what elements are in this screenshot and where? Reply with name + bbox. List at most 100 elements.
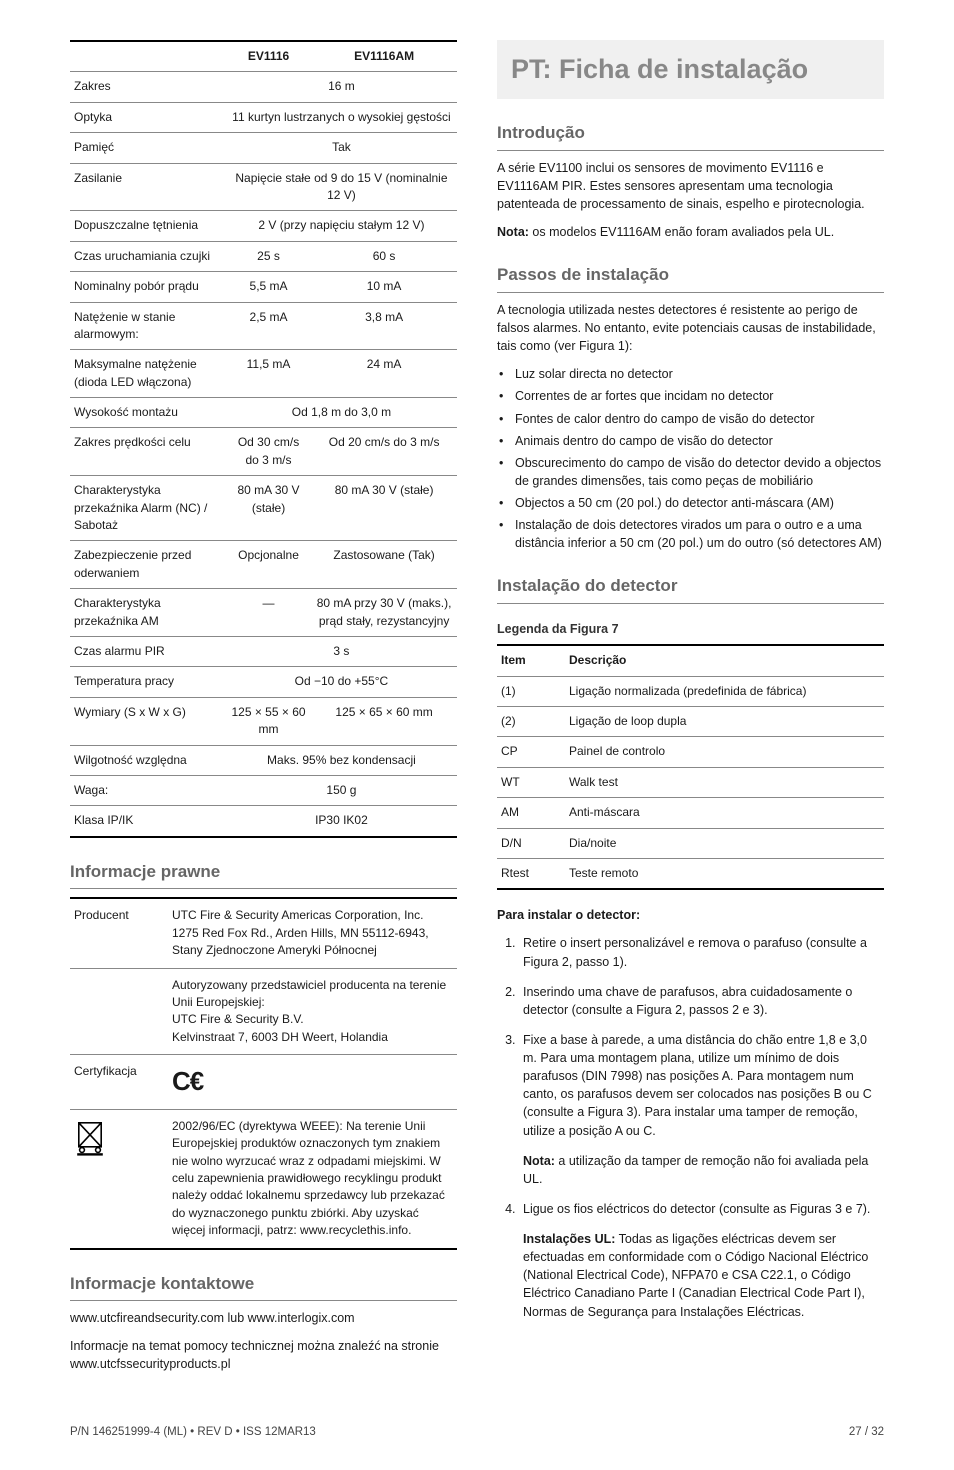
spec-label: Zakres — [70, 72, 226, 102]
intro-paragraph: A série EV1100 inclui os sensores de mov… — [497, 159, 884, 213]
spec-value: Od 1,8 m do 3,0 m — [226, 398, 457, 428]
specs-table: EV1116 EV1116AM Zakres16 mOptyka11 kurty… — [70, 40, 457, 838]
spec-value: 25 s — [226, 241, 311, 271]
spec-label: Zasilanie — [70, 163, 226, 211]
spec-value: 80 mA 30 V (stałe) — [226, 476, 311, 541]
spec-value: 80 mA 30 V (stałe) — [311, 476, 457, 541]
avoid-list-item: Objectos a 50 cm (20 pol.) do detector a… — [515, 494, 884, 512]
legend-desc: Ligação de loop dupla — [565, 706, 884, 736]
rep-body: Autoryzowany przedstawiciel producenta n… — [168, 968, 457, 1055]
legend-desc: Teste remoto — [565, 858, 884, 889]
spec-value: IP30 IK02 — [226, 806, 457, 837]
spec-value: 125 × 55 × 60 mm — [226, 697, 311, 745]
spec-value: Maks. 95% bez kondensacji — [226, 745, 457, 775]
spec-label: Zabezpieczenie przed oderwaniem — [70, 541, 226, 589]
spec-value: 125 × 65 × 60 mm — [311, 697, 457, 745]
install-heading: Instalação do detector — [497, 574, 884, 604]
legend-item: WT — [497, 767, 565, 797]
legend-desc: Anti-máscara — [565, 798, 884, 828]
spec-value: Zastosowane (Tak) — [311, 541, 457, 589]
legend-header-desc: Descrição — [565, 645, 884, 676]
producer-label: Producent — [70, 898, 168, 968]
install-step-3: Fixe a base à parede, a uma distância do… — [519, 1031, 884, 1188]
spec-value: Napięcie stałe od 9 do 15 V (nominalnie … — [226, 163, 457, 211]
spec-value: Od 20 cm/s do 3 m/s — [311, 428, 457, 476]
install-step-2: Inserindo uma chave de parafusos, abra c… — [519, 983, 884, 1019]
spec-value: Tak — [226, 133, 457, 163]
legend-item: AM — [497, 798, 565, 828]
specs-header-2: EV1116AM — [311, 41, 457, 72]
install-step-4: Ligue os fios eléctricos do detector (co… — [519, 1200, 884, 1321]
spec-label: Wymiary (S x W x G) — [70, 697, 226, 745]
legend-desc: Painel de controlo — [565, 737, 884, 767]
legend-desc: Ligação normalizada (predefinida de fábr… — [565, 676, 884, 706]
install-steps-list: Retire o insert personalizável e remova … — [497, 934, 884, 1320]
weee-body: 2002/96/EC (dyrektywa WEEE): Na terenie … — [168, 1109, 457, 1248]
page-footer: P/N 146251999-4 (ML) • REV D • ISS 12MAR… — [70, 1424, 884, 1441]
avoid-list-item: Fontes de calor dentro do campo de visão… — [515, 410, 884, 428]
spec-label: Charakterystyka przekaźnika AM — [70, 589, 226, 637]
spec-label: Nominalny pobór prądu — [70, 272, 226, 302]
intro-heading: Introdução — [497, 121, 884, 151]
spec-value: 11 kurtyn lustrzanych o wysokiej gęstośc… — [226, 102, 457, 132]
left-column: EV1116 EV1116AM Zakres16 mOptyka11 kurty… — [70, 40, 457, 1384]
legend-desc: Walk test — [565, 767, 884, 797]
spec-value: 150 g — [226, 775, 457, 805]
avoid-list-item: Luz solar directa no detector — [515, 365, 884, 383]
spec-value: 80 mA przy 30 V (maks.), prąd stały, rez… — [311, 589, 457, 637]
contact-line-2: Informacje na temat pomocy technicznej m… — [70, 1337, 457, 1373]
spec-value: 2 V (przy napięciu stałym 12 V) — [226, 211, 457, 241]
legend-header-item: Item — [497, 645, 565, 676]
legal-info-table: Producent UTC Fire & Security Americas C… — [70, 897, 457, 1249]
legend-title: Legenda da Figura 7 — [497, 620, 884, 638]
steps-paragraph: A tecnologia utilizada nestes detectores… — [497, 301, 884, 355]
legend-table: Item Descrição (1)Ligação normalizada (p… — [497, 644, 884, 890]
spec-label: Zakres prędkości celu — [70, 428, 226, 476]
spec-label: Natężenie w stanie alarmowym: — [70, 302, 226, 350]
install-steps-title: Para instalar o detector: — [497, 906, 884, 924]
avoid-list: Luz solar directa no detector Correntes d… — [497, 365, 884, 552]
ce-mark: C€ — [168, 1055, 457, 1110]
spec-label: Charakterystyka przekaźnika Alarm (NC) /… — [70, 476, 226, 541]
legal-info-heading: Informacje prawne — [70, 860, 457, 890]
footer-right: 27 / 32 — [849, 1424, 884, 1441]
spec-label: Maksymalne natężenie (dioda LED włączona… — [70, 350, 226, 398]
footer-left: P/N 146251999-4 (ML) • REV D • ISS 12MAR… — [70, 1424, 316, 1441]
right-column: PT: Ficha de instalação Introdução A sér… — [497, 40, 884, 1384]
avoid-list-item: Animais dentro do campo de visão do dete… — [515, 432, 884, 450]
spec-value: 24 mA — [311, 350, 457, 398]
spec-label: Dopuszczalne tętnienia — [70, 211, 226, 241]
spec-value: 5,5 mA — [226, 272, 311, 302]
spec-value: 11,5 mA — [226, 350, 311, 398]
steps-heading: Passos de instalação — [497, 263, 884, 293]
spec-value: Opcjonalne — [226, 541, 311, 589]
spec-value: 10 mA — [311, 272, 457, 302]
legend-item: CP — [497, 737, 565, 767]
cert-label: Certyfikacja — [70, 1055, 168, 1110]
spec-label: Wysokość montażu — [70, 398, 226, 428]
spec-value: 2,5 mA — [226, 302, 311, 350]
weee-icon — [70, 1109, 168, 1248]
legend-item: (1) — [497, 676, 565, 706]
pt-title: PT: Ficha de instalação — [497, 40, 884, 99]
spec-label: Wilgotność względna — [70, 745, 226, 775]
avoid-list-item: Correntes de ar fortes que incidam no de… — [515, 387, 884, 405]
producer-body: UTC Fire & Security Americas Corporation… — [168, 898, 457, 968]
spec-label: Klasa IP/IK — [70, 806, 226, 837]
avoid-list-item: Obscurecimento do campo de visão do dete… — [515, 454, 884, 490]
contact-line-1: www.utcfireandsecurity.com lub www.inter… — [70, 1309, 457, 1327]
legend-item: D/N — [497, 828, 565, 858]
specs-header-1: EV1116 — [226, 41, 311, 72]
legend-item: Rtest — [497, 858, 565, 889]
spec-label: Temperatura pracy — [70, 667, 226, 697]
spec-value: — — [226, 589, 311, 637]
spec-label: Waga: — [70, 775, 226, 805]
spec-label: Optyka — [70, 102, 226, 132]
intro-note: Nota: os modelos EV1116AM enão foram ava… — [497, 223, 884, 241]
spec-label: Czas uruchamiania czujki — [70, 241, 226, 271]
spec-value: Od 30 cm/s do 3 m/s — [226, 428, 311, 476]
legend-item: (2) — [497, 706, 565, 736]
spec-value: 60 s — [311, 241, 457, 271]
spec-value: 3,8 mA — [311, 302, 457, 350]
spec-label: Czas alarmu PIR — [70, 636, 226, 666]
